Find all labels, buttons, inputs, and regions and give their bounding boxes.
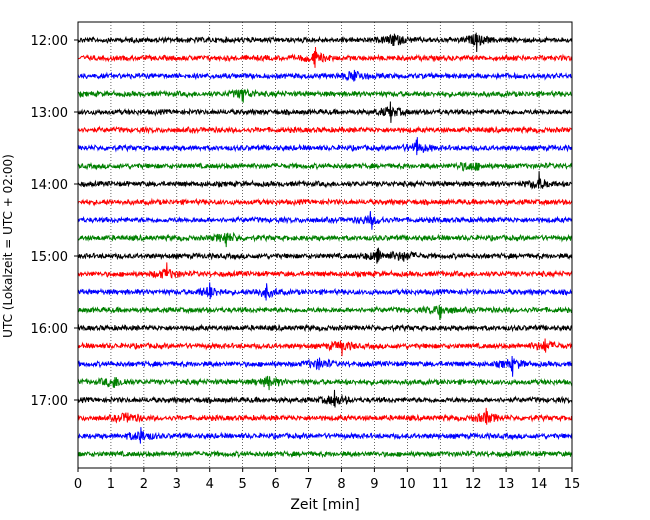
trace-1345 — [77, 161, 573, 172]
trace-1745 — [77, 449, 573, 459]
trace-1415 — [77, 197, 573, 207]
traces — [77, 32, 573, 459]
x-tick-label: 13 — [498, 477, 515, 492]
x-tick-label: 12 — [465, 477, 482, 492]
y-tick-label: 17:00 — [31, 394, 68, 409]
trace-1315 — [77, 125, 573, 135]
trace-1645 — [77, 375, 573, 391]
x-tick-label: 9 — [370, 477, 378, 492]
x-tick-label: 6 — [271, 477, 279, 492]
trace-1400 — [77, 171, 573, 190]
x-tick-label: 10 — [399, 477, 416, 492]
x-tick-label: 14 — [531, 477, 548, 492]
y-tick-label: 16:00 — [31, 322, 68, 337]
trace-1430 — [78, 211, 573, 230]
x-tick-label: 11 — [432, 477, 449, 492]
trace-1515 — [77, 262, 573, 279]
trace-1230 — [77, 69, 573, 82]
trace-1200 — [77, 32, 573, 53]
x-tick-label: 2 — [140, 477, 148, 492]
y-tick-label: 15:00 — [31, 250, 68, 265]
y-tick-label: 14:00 — [31, 178, 68, 193]
x-tick-label: 7 — [304, 477, 312, 492]
x-tick-label: 1 — [107, 477, 115, 492]
trace-1500 — [77, 247, 573, 264]
trace-1330 — [77, 137, 573, 156]
trace-1600 — [77, 323, 573, 333]
x-tick-label: 3 — [173, 477, 181, 492]
trace-1530 — [77, 282, 573, 301]
x-tick-label: 0 — [74, 477, 82, 492]
y-tick-label: 13:00 — [31, 106, 68, 121]
trace-1730 — [77, 427, 573, 444]
plot-frame — [77, 21, 573, 469]
trace-1300 — [77, 101, 573, 123]
trace-1715 — [77, 407, 573, 425]
y-axis-label: UTC (Lokalzeit = UTC + 02:00) — [1, 154, 15, 338]
trace-1700 — [77, 389, 573, 408]
y-axis-ticks: 12:00 13:00 14:00 15:00 16:00 17:00 — [31, 34, 78, 409]
x-tick-label: 8 — [337, 477, 345, 492]
x-axis-label: Zeit [min] — [290, 497, 359, 513]
grid-lines — [110, 22, 540, 468]
x-tick-label: 15 — [564, 477, 581, 492]
trace-1215 — [77, 46, 573, 68]
trace-1630 — [77, 355, 573, 377]
x-axis-ticks: 0 1 2 3 4 5 6 7 8 9 10 11 12 13 14 15 — [74, 468, 580, 492]
trace-1245 — [77, 88, 573, 103]
x-tick-label: 4 — [206, 477, 214, 492]
trace-1615 — [77, 338, 573, 357]
x-tick-label: 5 — [239, 477, 247, 492]
trace-1445 — [77, 231, 573, 248]
trace-1545 — [77, 304, 573, 320]
y-tick-label: 12:00 — [31, 34, 68, 49]
